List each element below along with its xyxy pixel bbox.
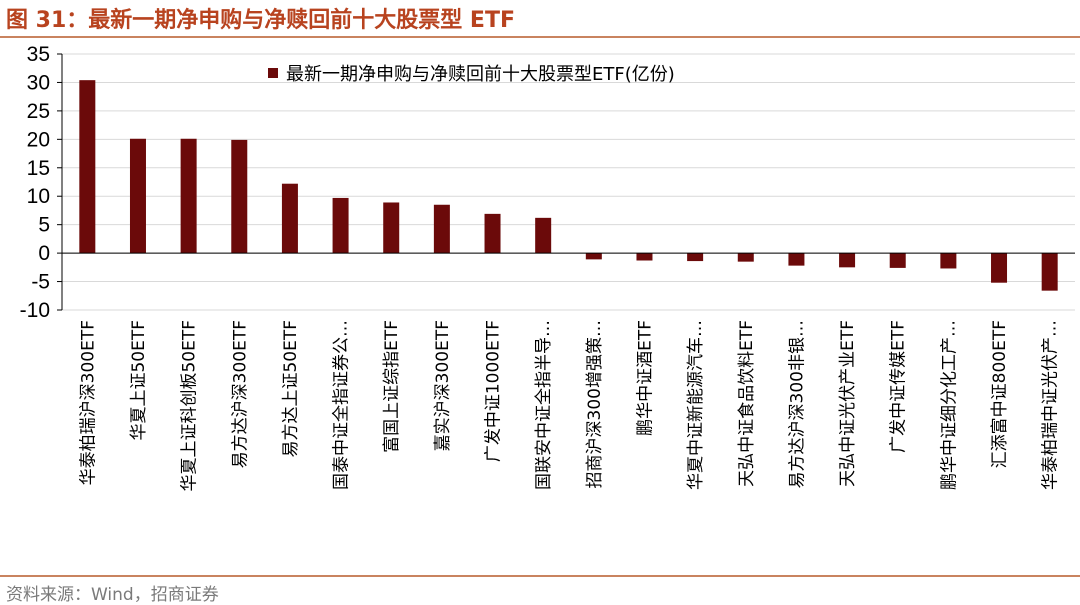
category-label: 国联安中证全指半导…	[534, 320, 554, 490]
legend-swatch	[268, 68, 278, 78]
bar	[535, 217, 552, 254]
bar	[433, 204, 450, 254]
category-label: 鹏华中证酒ETF	[635, 320, 655, 436]
bar	[737, 253, 754, 262]
bar	[585, 253, 602, 260]
figure-title: 图 31：最新一期净申购与净赎回前十大股票型 ETF	[6, 8, 515, 33]
bar-chart: 35 30 25 20 15 10 5 0 -5 -10 华泰柏瑞沪深300ETF 华夏上证50ETF…	[20, 43, 1075, 492]
y-tick-label: 20	[27, 128, 50, 151]
bar	[484, 213, 501, 254]
category-label: 国泰中证全指证券公…	[332, 320, 352, 490]
category-label: 嘉实沪深300ETF	[433, 320, 453, 451]
bar	[889, 253, 906, 268]
category-label: 鹏华中证细分化工产…	[939, 320, 959, 490]
bar	[231, 139, 248, 254]
bar	[383, 202, 400, 254]
y-tick-label: 5	[38, 214, 50, 237]
y-tick-label: -10	[20, 299, 50, 322]
bar	[940, 253, 957, 269]
y-tick-label: 30	[27, 71, 50, 94]
category-label: 天弘中证光伏产业ETF	[838, 320, 858, 487]
bar	[991, 253, 1008, 283]
category-label: 华夏中证新能源汽车…	[686, 320, 706, 490]
category-label: 富国上证综指ETF	[382, 320, 402, 453]
top-rule	[0, 36, 1080, 38]
category-label: 广发中证传媒ETF	[889, 320, 909, 453]
category-label: 华泰柏瑞中证光伏产…	[1041, 320, 1061, 490]
category-label: 天弘中证食品饮料ETF	[737, 320, 757, 487]
category-label: 华泰柏瑞沪深300ETF	[78, 320, 98, 485]
y-tick-label: 10	[27, 185, 50, 208]
bar	[636, 253, 653, 261]
category-label: 易方达沪深300ETF	[230, 320, 250, 468]
y-tick-label: 15	[27, 157, 50, 180]
source-note: 资料来源：Wind，招商证券	[6, 585, 219, 605]
bar	[180, 138, 197, 254]
category-label: 招商沪深300增强策…	[585, 320, 605, 488]
y-tick-label: 25	[27, 100, 50, 123]
bar	[839, 253, 856, 268]
bottom-rule	[0, 575, 1080, 577]
category-label: 华夏上证科创板50ETF	[180, 320, 200, 492]
bar	[129, 138, 146, 254]
category-label: 汇添富中证800ETF	[990, 320, 1010, 468]
category-label: 易方达沪深300非银…	[787, 320, 807, 488]
category-label: 广发中证1000ETF	[484, 320, 504, 462]
y-tick-label: 35	[27, 43, 50, 66]
bar	[332, 197, 349, 254]
bar	[281, 183, 298, 254]
category-label: 华夏上证50ETF	[129, 320, 149, 441]
category-label: 易方达上证50ETF	[281, 320, 301, 458]
bar	[79, 80, 96, 254]
y-tick-label: 0	[38, 242, 50, 265]
bar	[1041, 253, 1058, 291]
legend-label: 最新一期净申购与净赎回前十大股票型ETF(亿份)	[286, 64, 675, 85]
bar	[788, 253, 805, 266]
y-tick-label: -5	[31, 271, 50, 294]
chart-legend: 最新一期净申购与净赎回前十大股票型ETF(亿份)	[268, 60, 675, 86]
bar	[687, 253, 704, 262]
